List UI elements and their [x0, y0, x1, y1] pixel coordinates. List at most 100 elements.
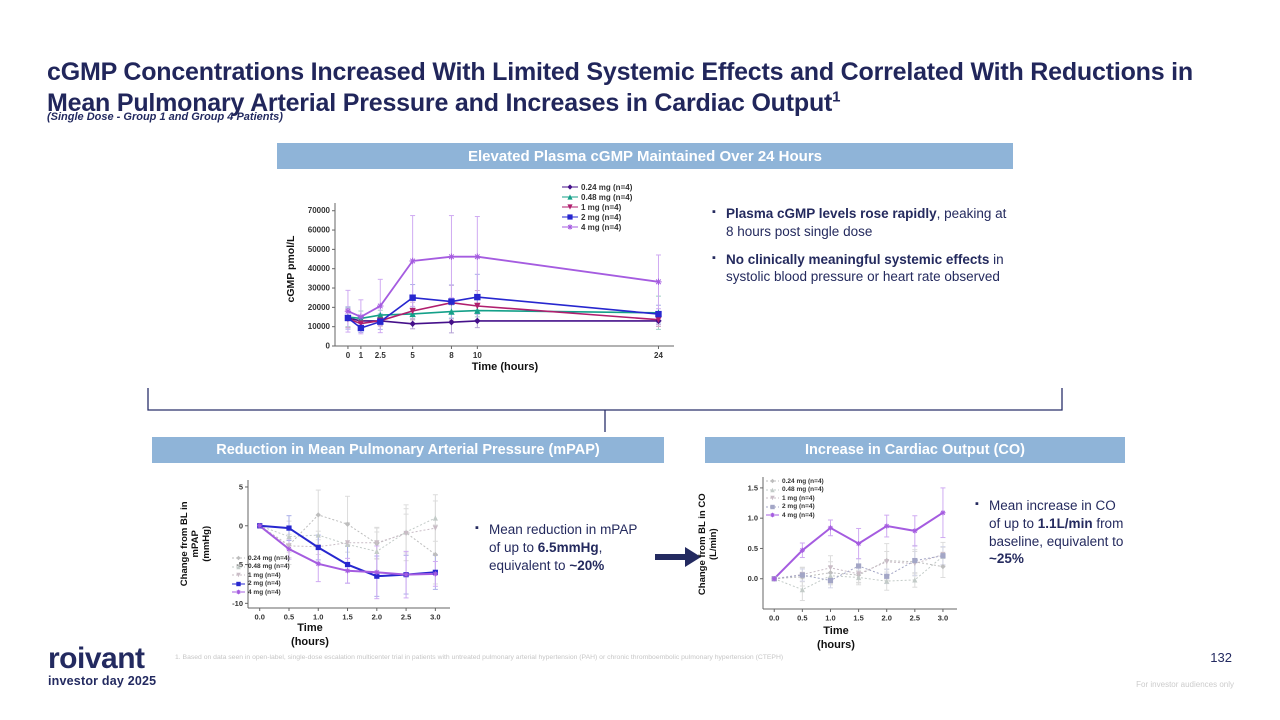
- section-header-mpap: Reduction in Mean Pulmonary Arterial Pre…: [152, 437, 664, 463]
- legend-item: 0.48 mg (n=4): [562, 192, 632, 202]
- page-title-text: cGMP Concentrations Increased With Limit…: [47, 57, 1193, 117]
- bullet-item: No clinically meaningful systemic effect…: [712, 251, 1008, 287]
- svg-text:1.5: 1.5: [748, 483, 758, 492]
- svg-text:40000: 40000: [308, 264, 331, 273]
- cgmp-x-axis-label: Time (hours): [471, 361, 539, 373]
- svg-text:10000: 10000: [308, 322, 331, 331]
- svg-text:1.0: 1.0: [748, 514, 758, 523]
- svg-text:2.5: 2.5: [910, 614, 920, 623]
- legend-label: 1 mg (n=4): [581, 202, 622, 212]
- svg-text:0: 0: [326, 342, 331, 351]
- mpap-y-axis-label: Change from BL in mPAP (mmHg): [179, 501, 213, 587]
- svg-text:0: 0: [346, 351, 351, 360]
- logo-brand: roivant: [48, 642, 145, 675]
- svg-text:30000: 30000: [308, 284, 331, 293]
- svg-text:5: 5: [410, 351, 415, 360]
- co-legend: 0.24 mg (n=4) 0.48 mg (n=4) 1 mg (n=4) 2 mg…: [766, 477, 824, 520]
- svg-text:0.5: 0.5: [797, 614, 807, 623]
- bullet-item: Mean reduction in mPAP of up to 6.5mmHg,…: [475, 521, 647, 574]
- legend-item: 4 mg (n=4): [562, 222, 632, 232]
- co-y-axis-label: Change from BL in CO (L/min): [696, 493, 719, 596]
- legend-item: 0.24 mg (n=4): [562, 182, 632, 192]
- svg-text:0.0: 0.0: [254, 613, 264, 622]
- svg-text:3.0: 3.0: [938, 614, 948, 623]
- legend-item: 4 mg (n=4): [766, 511, 824, 520]
- legend-label: 2 mg (n=4): [248, 580, 281, 588]
- co-x-axis-label: Time (hours): [817, 625, 855, 651]
- mpap-x-axis-label: Time (hours): [291, 622, 329, 648]
- legend-label: 4 mg (n=4): [581, 222, 622, 232]
- roivant-logo: roivant investor day 2025: [48, 644, 156, 688]
- svg-text:20000: 20000: [308, 303, 331, 312]
- svg-text:-10: -10: [232, 599, 243, 608]
- legend-item: 2 mg (n=4): [562, 212, 632, 222]
- mpap-legend: 0.24 mg (n=4) 0.48 mg (n=4) 1 mg (n=4) 2 mg…: [232, 554, 290, 597]
- right-arrow-icon: [655, 547, 701, 567]
- svg-text:10: 10: [473, 351, 482, 360]
- page-number: 132: [1210, 650, 1232, 665]
- svg-text:70000: 70000: [308, 206, 331, 215]
- legend-label: 1 mg (n=4): [782, 494, 815, 502]
- svg-text:0.5: 0.5: [748, 544, 758, 553]
- svg-text:2.0: 2.0: [881, 614, 891, 623]
- svg-text:-5: -5: [236, 560, 243, 569]
- legend-item: 1 mg (n=4): [232, 571, 290, 580]
- svg-text:1.5: 1.5: [342, 613, 352, 622]
- svg-text:50000: 50000: [308, 245, 331, 254]
- legend-label: 0.48 mg (n=4): [248, 563, 290, 571]
- svg-text:0.0: 0.0: [769, 614, 779, 623]
- legend-item: 0.24 mg (n=4): [766, 477, 824, 486]
- footnote: 1. Based on data seen in open-label, sin…: [175, 654, 784, 661]
- legend-label: 0.48 mg (n=4): [581, 192, 633, 202]
- svg-text:1.0: 1.0: [825, 614, 835, 623]
- bullet-item: Mean increase in CO of up to 1.1L/min fr…: [975, 497, 1127, 568]
- svg-text:1: 1: [359, 351, 364, 360]
- legend-label: 0.24 mg (n=4): [581, 182, 633, 192]
- brace-connector: [147, 388, 1063, 432]
- legend-item: 0.24 mg (n=4): [232, 554, 290, 563]
- section-header-cgmp: Elevated Plasma cGMP Maintained Over 24 …: [277, 143, 1013, 169]
- svg-text:1.5: 1.5: [853, 614, 863, 623]
- legend-label: 4 mg (n=4): [248, 588, 281, 596]
- mpap-line-chart: 5 0 -5 -10 0.0 0.5 1.0 1.5 2.0 2.5 3.0: [232, 480, 450, 622]
- legend-label: 0.24 mg (n=4): [782, 477, 824, 485]
- legend-item: 1 mg (n=4): [562, 202, 632, 212]
- legend-item: 2 mg (n=4): [232, 580, 290, 589]
- co-bullet-list: Mean increase in CO of up to 1.1L/min fr…: [975, 497, 1127, 578]
- bullet-item: Plasma cGMP levels rose rapidly, peaking…: [712, 205, 1008, 241]
- legend-item: 2 mg (n=4): [766, 503, 824, 512]
- svg-text:0.5: 0.5: [284, 613, 294, 622]
- cgmp-legend: 0.24 mg (n=4) 0.48 mg (n=4) 1 mg (n=4) 2 mg…: [562, 182, 632, 232]
- legend-item: 1 mg (n=4): [766, 494, 824, 503]
- page-title: cGMP Concentrations Increased With Limit…: [47, 57, 1242, 119]
- svg-text:2.0: 2.0: [372, 613, 382, 622]
- legend-item: 0.48 mg (n=4): [232, 563, 290, 572]
- logo-event: investor day 2025: [48, 674, 157, 688]
- legend-label: 0.24 mg (n=4): [248, 554, 290, 562]
- co-line-chart: 1.5 1.0 0.5 0.0 0.0 0.5 1.0 1.5 2.0 2.5 3.0: [748, 477, 957, 623]
- legend-item: 0.48 mg (n=4): [766, 486, 824, 495]
- svg-text:0: 0: [239, 521, 243, 530]
- svg-text:3.0: 3.0: [430, 613, 440, 622]
- svg-text:2.5: 2.5: [375, 351, 387, 360]
- svg-text:0.0: 0.0: [748, 574, 758, 583]
- legend-label: 1 mg (n=4): [248, 571, 281, 579]
- title-footnote-marker: 1: [832, 88, 841, 106]
- svg-text:8: 8: [449, 351, 454, 360]
- audience-note: For investor audiences only: [1136, 680, 1234, 689]
- subtitle: (Single Dose - Group 1 and Group 4 Patie…: [47, 111, 283, 123]
- svg-text:5: 5: [239, 482, 243, 491]
- legend-label: 4 mg (n=4): [782, 511, 815, 519]
- legend-label: 2 mg (n=4): [782, 503, 815, 511]
- legend-label: 0.48 mg (n=4): [782, 486, 824, 494]
- cgmp-bullet-list: Plasma cGMP levels rose rapidly, peaking…: [712, 205, 1008, 296]
- legend-item: 4 mg (n=4): [232, 588, 290, 597]
- section-header-co: Increase in Cardiac Output (CO): [705, 437, 1125, 463]
- svg-text:2.5: 2.5: [401, 613, 411, 622]
- svg-text:60000: 60000: [308, 226, 331, 235]
- svg-text:24: 24: [654, 351, 663, 360]
- svg-text:1.0: 1.0: [313, 613, 323, 622]
- mpap-bullet-list: Mean reduction in mPAP of up to 6.5mmHg,…: [475, 521, 647, 584]
